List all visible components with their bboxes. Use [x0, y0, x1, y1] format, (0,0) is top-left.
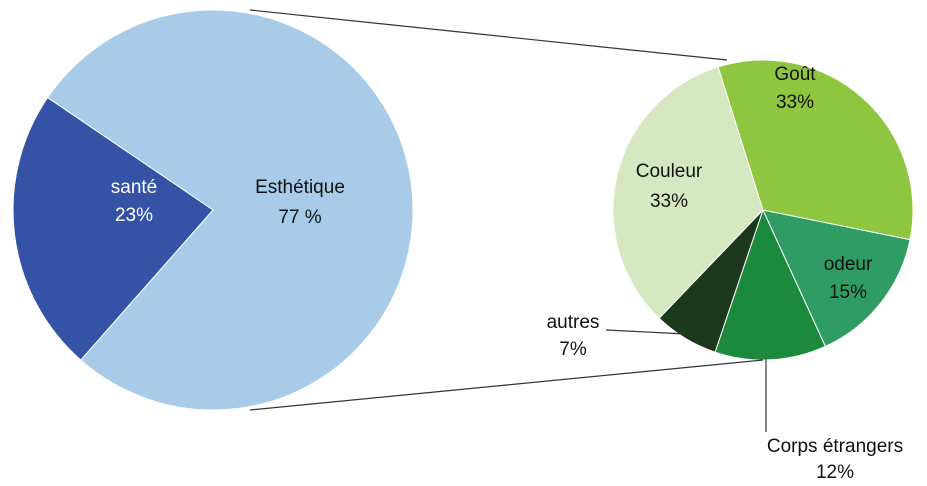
pie-slice	[612, 66, 764, 319]
category-label: Esthétique	[255, 177, 345, 198]
leader-line	[605, 329, 687, 335]
zoom-line	[249, 359, 764, 411]
value-label: 7%	[559, 339, 587, 360]
pie-slice	[12, 96, 214, 361]
pie-slice	[46, 9, 414, 411]
category-label: Corps étrangers	[767, 436, 903, 457]
pie-slice	[762, 209, 911, 348]
zoom-line	[249, 9, 728, 61]
category-label: Goût	[774, 64, 816, 85]
category-label: odeur	[824, 254, 873, 275]
category-label: Couleur	[636, 161, 703, 182]
value-label: 12%	[816, 462, 854, 483]
category-label: santé	[111, 177, 157, 198]
pie-slice	[714, 208, 827, 361]
value-label: 23%	[115, 205, 153, 226]
value-label: 77 %	[278, 207, 321, 228]
pie-slice	[717, 59, 914, 241]
value-label: 15%	[829, 282, 867, 303]
category-label: autres	[547, 312, 600, 333]
value-label: 33%	[650, 191, 688, 212]
value-label: 33%	[776, 92, 814, 113]
